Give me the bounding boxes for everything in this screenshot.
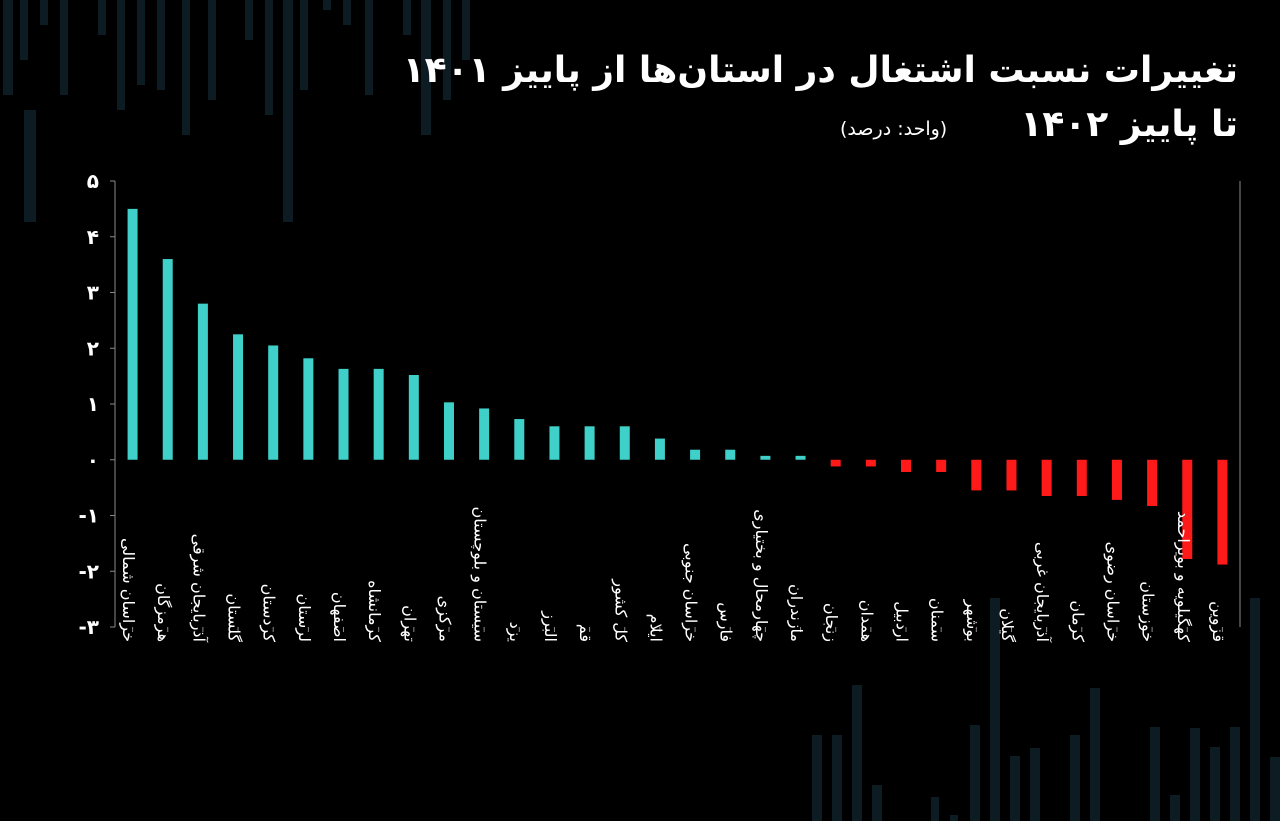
y-tick-label: ۲ xyxy=(87,336,99,360)
bar xyxy=(338,368,349,460)
x-tick-label: خراسان جنوبی xyxy=(681,543,701,642)
x-tick-label: کردستان xyxy=(259,584,279,643)
x-tick-label: بوشهر xyxy=(962,599,982,642)
bar xyxy=(1147,459,1158,507)
y-tick-label: ۱ xyxy=(87,392,99,416)
x-tick-label: ایلام xyxy=(646,614,665,642)
x-tick-label: کرمان xyxy=(1067,600,1087,642)
bar xyxy=(760,455,771,460)
y-axis-lines xyxy=(114,181,1241,627)
x-tick-label: قزوین xyxy=(1208,601,1228,642)
y-tick-label: ۴ xyxy=(87,225,99,249)
bar xyxy=(268,345,279,460)
bar xyxy=(1182,459,1193,559)
bar xyxy=(1041,459,1052,496)
bar xyxy=(162,259,173,460)
x-tick-label: هرمزگان xyxy=(153,583,173,642)
bar xyxy=(936,459,947,473)
bar xyxy=(1111,459,1122,500)
bar xyxy=(795,455,806,460)
y-tick-label: -۳ xyxy=(78,615,99,639)
bar xyxy=(549,426,560,460)
y-tick-label: ۳ xyxy=(87,281,99,305)
bar xyxy=(233,334,244,460)
bar xyxy=(901,459,912,473)
bar xyxy=(1217,459,1228,565)
y-tick-label: -۱ xyxy=(78,504,99,528)
unit-label: (واحد: درصد) xyxy=(840,118,948,140)
bar xyxy=(303,358,314,460)
x-tick-label: چهارمحال و بختیاری xyxy=(751,509,771,642)
x-tick-label: سمنان xyxy=(928,598,947,642)
x-tick-label: سیستان و بلوچستان xyxy=(470,507,490,643)
y-tick-label: -۲ xyxy=(78,559,99,583)
x-tick-label: مازندران xyxy=(786,584,806,642)
bar xyxy=(725,449,736,460)
x-tick-label: قم xyxy=(576,624,595,642)
bar xyxy=(654,438,665,460)
bar xyxy=(1006,459,1017,491)
x-tick-label: آذربایجان شرقی xyxy=(188,534,208,644)
x-tick-label: گیلان xyxy=(998,608,1017,642)
bar xyxy=(127,208,138,460)
bar xyxy=(373,368,384,460)
x-tick-label: گلستان xyxy=(225,593,244,642)
x-tick-label: کهگیلویه و بویراحمد xyxy=(1173,511,1193,643)
x-tick-label: البرز xyxy=(540,610,560,642)
bar xyxy=(619,426,630,460)
x-tick-label: زنجان xyxy=(821,603,841,642)
x-tick-label: خوزستان xyxy=(1138,581,1158,642)
x-tick-label: لرستان xyxy=(294,593,314,642)
x-tick-label: مرکزی xyxy=(434,596,454,642)
x-tick-label: خراسان رضوی xyxy=(1102,542,1122,642)
bar xyxy=(443,402,454,460)
x-tick-label: کرمانشاه xyxy=(364,580,384,642)
bar xyxy=(584,426,595,460)
bar xyxy=(408,375,419,460)
x-tick-label: فارس xyxy=(716,602,736,642)
bar xyxy=(1076,459,1087,496)
x-tick-label: یزد xyxy=(505,622,525,642)
bar xyxy=(830,459,841,467)
x-tick-label: کل کشور xyxy=(610,578,630,642)
bar xyxy=(690,449,701,460)
title-line-2: تا پاییز ۱۴۰۲ xyxy=(1020,104,1238,145)
bar xyxy=(197,303,208,460)
x-tick-label: خراسان شمالی xyxy=(118,538,138,642)
bar xyxy=(514,419,525,460)
bar xyxy=(865,459,876,467)
chart-title: تغییرات نسبت اشتغال در استان‌ها از پاییز… xyxy=(403,44,1238,152)
y-tick-label: ۵ xyxy=(87,169,99,193)
y-tick-label: ۰ xyxy=(87,448,99,472)
title-line-1: تغییرات نسبت اشتغال در استان‌ها از پاییز… xyxy=(402,50,1238,91)
x-tick-label: تهران xyxy=(399,605,419,642)
x-tick-label: اردبیل xyxy=(892,601,912,642)
x-tick-label: آذربایجان غربی xyxy=(1032,542,1052,644)
x-tick-label: اصفهان xyxy=(329,592,349,642)
bar xyxy=(971,459,982,491)
x-tick-label: همدان xyxy=(857,600,876,642)
bar xyxy=(479,408,490,460)
